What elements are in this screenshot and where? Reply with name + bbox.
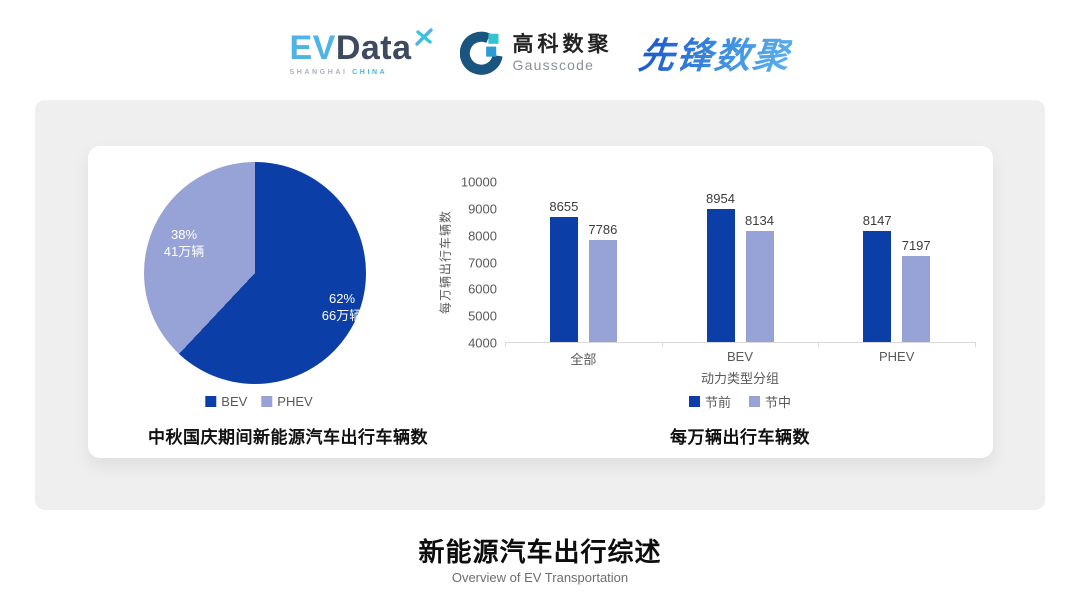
bar bbox=[745, 231, 774, 342]
pie-bev-amount: 66万辆 bbox=[321, 308, 363, 323]
gausscode-icon bbox=[459, 31, 503, 75]
legend-label: 节中 bbox=[765, 395, 792, 410]
bar-value-label: 8954 bbox=[706, 191, 735, 206]
bar-value-label: 7786 bbox=[588, 222, 618, 237]
evdata-ev-text: EV bbox=[289, 28, 336, 67]
page-title: 新能源汽车出行综述 bbox=[418, 537, 662, 567]
evdata-subtitle: SHANGHAI CHINA bbox=[289, 69, 433, 76]
bar bbox=[863, 231, 892, 342]
legend-item: 节前 bbox=[688, 392, 731, 411]
bar bbox=[706, 209, 735, 342]
bar-chart-title: 每万辆出行车辆数 bbox=[670, 428, 810, 447]
legend-item: BEV bbox=[205, 394, 247, 409]
bar-value-label: 8134 bbox=[745, 213, 774, 228]
bar-category-labels: 全部 BEV PHEV bbox=[505, 349, 975, 368]
y-tick-label: 9000 bbox=[468, 201, 497, 217]
gausscode-text: 高科数聚 Gausscode bbox=[513, 33, 613, 73]
bar-group: 8655 7786 bbox=[505, 182, 662, 342]
legend-label: 节前 bbox=[704, 395, 731, 410]
evdata-china-text: CHINA bbox=[352, 68, 388, 76]
category-label: 全部 bbox=[570, 352, 597, 367]
header-logos: EV Data SHANGHAI CHINA 高科数聚 Gausscode 先锋数… bbox=[0, 20, 1080, 86]
bar-value-label: 7197 bbox=[901, 238, 931, 253]
x-axis-tick-mark bbox=[661, 342, 663, 347]
bar-column: 8954 bbox=[706, 191, 735, 342]
legend-swatch bbox=[749, 396, 760, 407]
evdata-data-text: Data bbox=[335, 28, 412, 67]
page-subtitle: Overview of EV Transportation bbox=[451, 570, 629, 585]
bar-column: 7786 bbox=[588, 222, 618, 342]
y-tick-label: 4000 bbox=[468, 335, 497, 351]
bar bbox=[902, 256, 931, 342]
legend-swatch bbox=[688, 396, 700, 407]
pie-chart: 62% 66万辆 38% 41万辆 bbox=[144, 162, 366, 384]
pie-bev-percent: 62% bbox=[328, 291, 356, 307]
pie-label-bev: 62% 66万辆 bbox=[322, 291, 362, 325]
evdata-shanghai-text: SHANGHAI bbox=[289, 68, 348, 76]
y-tick-label: 8000 bbox=[468, 228, 497, 244]
bar bbox=[549, 217, 578, 342]
y-tick-label: 6000 bbox=[468, 281, 497, 297]
bar-group: 8147 7197 bbox=[818, 182, 975, 342]
category-label: PHEV bbox=[878, 349, 915, 364]
legend-swatch bbox=[261, 396, 273, 407]
bar-y-axis-ticks: 10000 9000 8000 7000 6000 5000 4000 bbox=[451, 175, 497, 351]
bar-column: 8655 bbox=[549, 199, 579, 342]
gausscode-logo: 高科数聚 Gausscode bbox=[459, 31, 613, 75]
bar-column: 7197 bbox=[901, 238, 931, 342]
bar-plot: 8655 7786 8954 8134 8147 7197 bbox=[505, 182, 976, 347]
x-axis-tick-mark bbox=[505, 342, 506, 347]
gray-panel: 62% 66万辆 38% 41万辆 BEV PHEV 中秋国庆期间新能源汽车出行车… bbox=[35, 100, 1045, 510]
legend-item: PHEV bbox=[261, 394, 313, 409]
y-tick-label: 10000 bbox=[460, 174, 497, 190]
bar-value-label: 8655 bbox=[549, 199, 579, 214]
legend-label: BEV bbox=[221, 394, 248, 409]
pie-legend: BEV PHEV bbox=[205, 394, 313, 409]
y-tick-label: 7000 bbox=[468, 255, 497, 270]
x-axis-tick-mark bbox=[975, 342, 976, 347]
bar-legend: 节前 节中 bbox=[688, 392, 791, 411]
gausscode-en-name: Gausscode bbox=[512, 57, 595, 74]
xianfeng-logo: 先锋数聚 bbox=[636, 27, 793, 79]
legend-item: 节中 bbox=[749, 392, 791, 411]
evdata-star-icon bbox=[414, 27, 433, 46]
bar-column: 8147 bbox=[862, 213, 892, 342]
legend-swatch bbox=[205, 396, 217, 407]
pie-phev-amount: 41万辆 bbox=[163, 244, 205, 259]
evdata-logo: EV Data SHANGHAI CHINA bbox=[289, 27, 433, 76]
bar-group: 8954 8134 bbox=[662, 182, 819, 342]
x-axis-tick-mark bbox=[818, 342, 820, 347]
bar bbox=[588, 240, 617, 342]
gausscode-cn-name: 高科数聚 bbox=[512, 32, 613, 56]
chart-card: 62% 66万辆 38% 41万辆 BEV PHEV 中秋国庆期间新能源汽车出行车… bbox=[88, 146, 993, 458]
bar-column: 8134 bbox=[745, 213, 774, 342]
evdata-wordmark: EV Data bbox=[289, 27, 433, 67]
bar-value-label: 8147 bbox=[862, 213, 892, 228]
category-label: BEV bbox=[727, 349, 754, 364]
bar-x-axis-label: 动力类型分组 bbox=[700, 371, 780, 386]
pie-phev-percent: 38% bbox=[170, 227, 198, 243]
y-tick-label: 5000 bbox=[468, 308, 497, 324]
pie-label-phev: 38% 41万辆 bbox=[164, 227, 204, 261]
pie-chart-title: 中秋国庆期间新能源汽车出行车辆数 bbox=[148, 428, 428, 447]
legend-label: PHEV bbox=[277, 394, 313, 409]
